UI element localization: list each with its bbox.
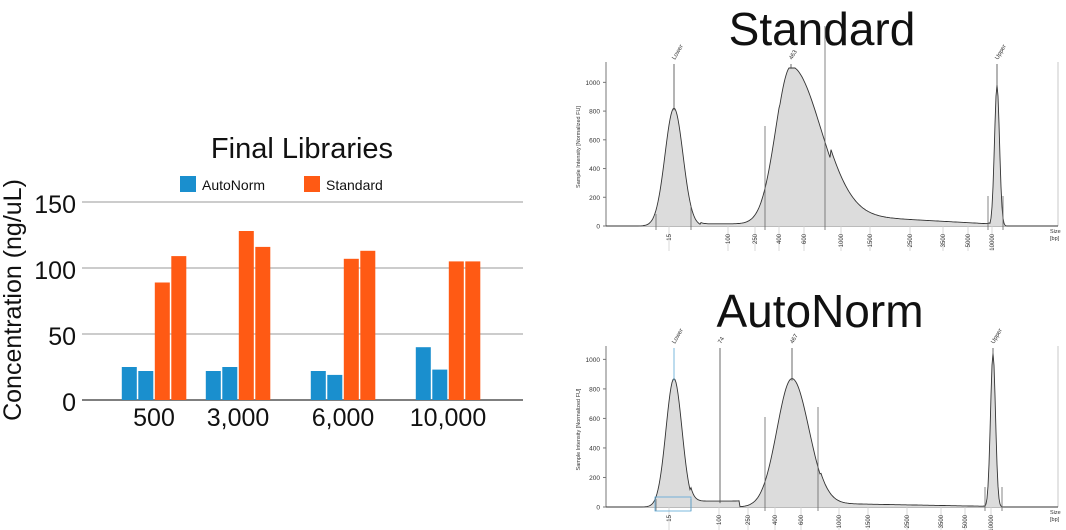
x-tick-0: 500: [133, 404, 175, 432]
y-axis-title: Concentration (ng/uL): [0, 179, 27, 421]
chart-title: Final Libraries: [211, 133, 393, 165]
x-tick-2: 6,000: [312, 404, 375, 432]
bar-autonorm-1-1: [222, 367, 238, 400]
x-tick-3: 10,000: [410, 404, 486, 432]
x-axis-title-size: Size: [1050, 229, 1061, 235]
trace-fill: [606, 68, 1058, 226]
x-tick-1: 3,000: [207, 404, 270, 432]
y-tick-600: 600: [589, 137, 600, 144]
x-tick-600: 600: [799, 514, 805, 525]
x-tick-5000: 5000: [963, 514, 969, 528]
y-tick-1000: 1000: [586, 357, 601, 364]
x-tick-3500: 3500: [941, 233, 947, 247]
x-tick-5000: 5000: [966, 233, 972, 247]
x-tick-15: 15: [667, 514, 673, 521]
bar-standard-2-3: [360, 250, 376, 400]
bar-autonorm-2-0: [310, 371, 326, 400]
bar-autonorm-3-1: [432, 369, 448, 400]
bar-autonorm-3-0: [415, 347, 431, 400]
x-tick-250: 250: [753, 233, 759, 244]
bar-standard-1-3: [255, 246, 271, 400]
peak-label-lower: Lower: [672, 44, 685, 61]
electropherogram-standard: Standard 0 200 400 600 800 1000 Sample Intensit…: [576, 3, 1061, 251]
y-tick-1000: 1000: [586, 80, 601, 87]
x-tick-3500: 3500: [939, 514, 945, 528]
x-tick-400: 400: [773, 514, 779, 525]
x-tick-1500: 1500: [866, 514, 872, 528]
bar-standard-3-3: [465, 261, 481, 400]
y-tick-150: 150: [34, 191, 76, 219]
y-tick-0: 0: [62, 389, 76, 417]
bar-autonorm-2-1: [327, 374, 343, 400]
panel-title: AutoNorm: [716, 285, 923, 337]
x-tick-250: 250: [746, 514, 752, 525]
lower-marker-selection: [654, 496, 692, 512]
y-axis-title: Sample Intensity [Normalized FU]: [576, 388, 582, 470]
x-tick-2500: 2500: [908, 233, 914, 247]
x-axis-title-size: Size: [1050, 510, 1061, 516]
bar-standard-1-2: [238, 231, 254, 400]
x-tick-400: 400: [777, 233, 783, 244]
x-tick-600: 600: [802, 233, 808, 244]
panel-title: Standard: [729, 3, 916, 55]
legend-label-autonorm: AutoNorm: [202, 177, 265, 193]
x-tick-2500: 2500: [905, 514, 911, 528]
peak-label-upper: Upper: [991, 328, 1004, 345]
bar-standard-2-2: [343, 258, 359, 400]
y-axis-title: Sample Intensity [Normalized FU]: [576, 106, 582, 188]
x-tick-100: 100: [717, 514, 723, 525]
peak-label-467: 467: [790, 333, 801, 345]
x-tick-15: 15: [667, 233, 673, 240]
trace-line: [606, 67, 1058, 227]
y-tick-100: 100: [34, 257, 76, 285]
x-tick-10000: 10000: [990, 233, 996, 250]
peak-label-lower: Lower: [672, 328, 685, 345]
legend-swatch-standard: [304, 176, 320, 192]
y-tick-600: 600: [589, 416, 600, 423]
y-tick-800: 800: [589, 109, 600, 116]
trace-line: [606, 353, 1058, 508]
peak-label-74: 74: [718, 336, 727, 345]
legend-label-standard: Standard: [326, 177, 383, 193]
peak-label-463: 463: [789, 49, 800, 61]
x-tick-10000: 10000: [989, 514, 995, 530]
y-tick-200: 200: [589, 475, 600, 482]
bar-standard-0-3: [171, 256, 187, 400]
bar-autonorm-0-1: [138, 371, 154, 400]
x-tick-1000: 1000: [837, 514, 843, 528]
bar-autonorm-1-0: [205, 371, 221, 400]
x-axis-title-unit: [bp]: [1050, 236, 1060, 242]
y-tick-800: 800: [589, 386, 600, 393]
x-tick-1500: 1500: [868, 233, 874, 247]
electropherogram-autonorm: AutoNorm 0 200 400 600 800 1000 Sample Intensit…: [576, 285, 1061, 530]
bar-standard-0-2: [154, 282, 170, 400]
y-tick-0: 0: [596, 224, 600, 231]
x-tick-1000: 1000: [839, 233, 845, 247]
y-tick-400: 400: [589, 445, 600, 452]
bar-autonorm-0-0: [121, 367, 137, 400]
peak-label-upper: Upper: [995, 44, 1008, 61]
y-tick-0: 0: [596, 505, 600, 512]
legend-swatch-autonorm: [180, 176, 196, 192]
x-tick-100: 100: [726, 233, 732, 244]
bar-chart: Final Libraries AutoNorm Standard Concentra…: [0, 133, 523, 432]
y-tick-400: 400: [589, 166, 600, 173]
x-axis-title-unit: [bp]: [1050, 517, 1060, 523]
y-tick-200: 200: [589, 195, 600, 202]
y-tick-50: 50: [48, 323, 76, 351]
bar-standard-3-2: [448, 261, 464, 400]
